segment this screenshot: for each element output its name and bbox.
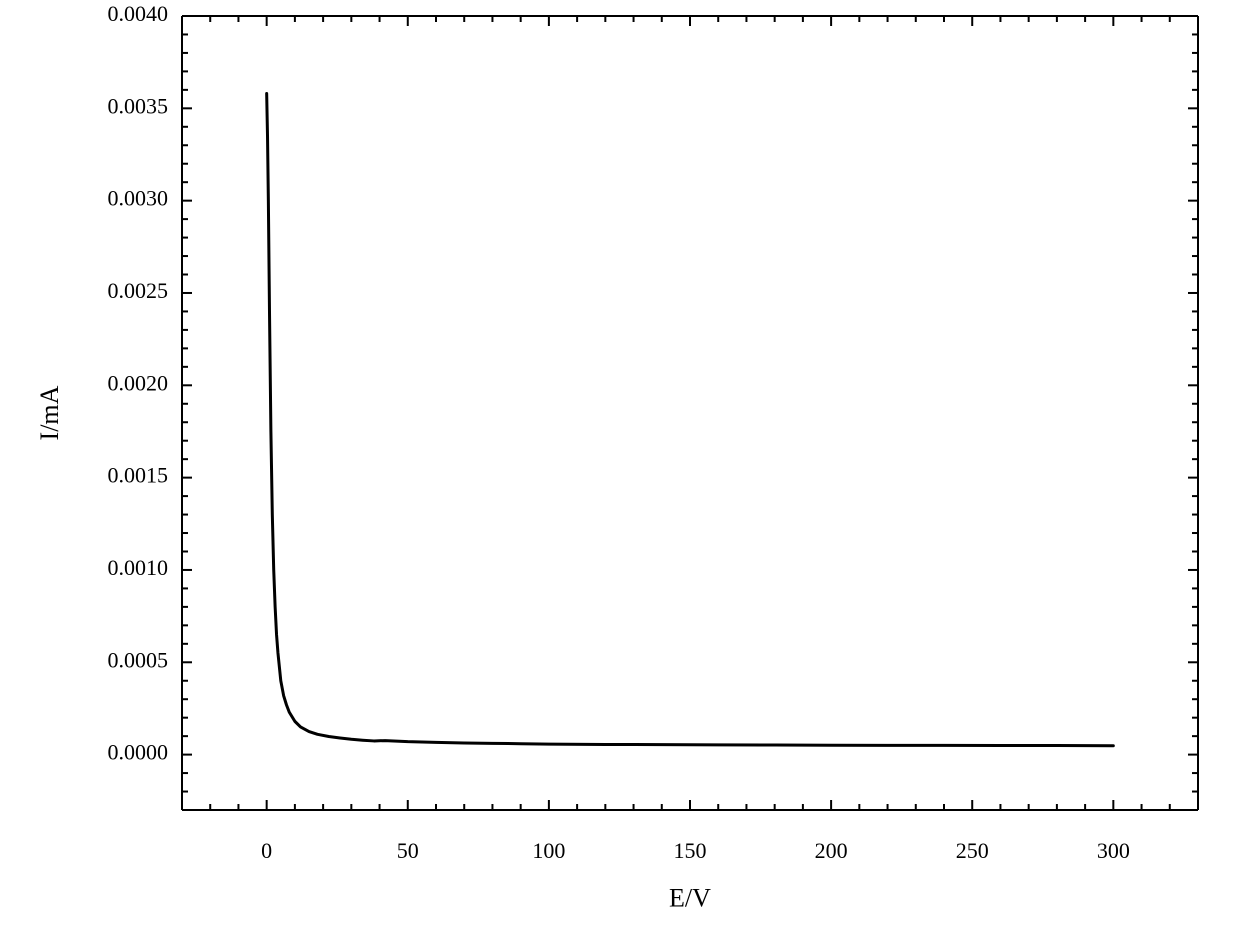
y-tick-label: 0.0015	[108, 463, 169, 488]
y-tick-label: 0.0010	[108, 555, 169, 580]
x-tick-label: 0	[261, 838, 272, 863]
x-tick-label: 100	[532, 838, 565, 863]
x-tick-label: 150	[674, 838, 707, 863]
y-axis-label: I/mA	[35, 385, 64, 440]
x-tick-label: 50	[397, 838, 419, 863]
y-tick-label: 0.0020	[108, 370, 169, 395]
chart-container: 0 50 100 150 200 250 300 0.0000 0.0005 0.0010 0.00…	[0, 0, 1240, 925]
x-tick-label: 300	[1097, 838, 1130, 863]
y-tick-label: 0.0000	[108, 740, 169, 765]
y-tick-label: 0.0005	[108, 647, 169, 672]
iv-chart: 0 50 100 150 200 250 300 0.0000 0.0005 0.0010 0.00…	[0, 0, 1240, 925]
chart-background	[0, 0, 1240, 925]
x-axis-label: E/V	[669, 883, 711, 912]
y-tick-label: 0.0030	[108, 186, 169, 211]
y-tick-label: 0.0035	[108, 93, 169, 118]
x-tick-label: 250	[956, 838, 989, 863]
x-tick-label: 200	[815, 838, 848, 863]
y-tick-label: 0.0025	[108, 278, 169, 303]
y-tick-label: 0.0040	[108, 1, 169, 26]
